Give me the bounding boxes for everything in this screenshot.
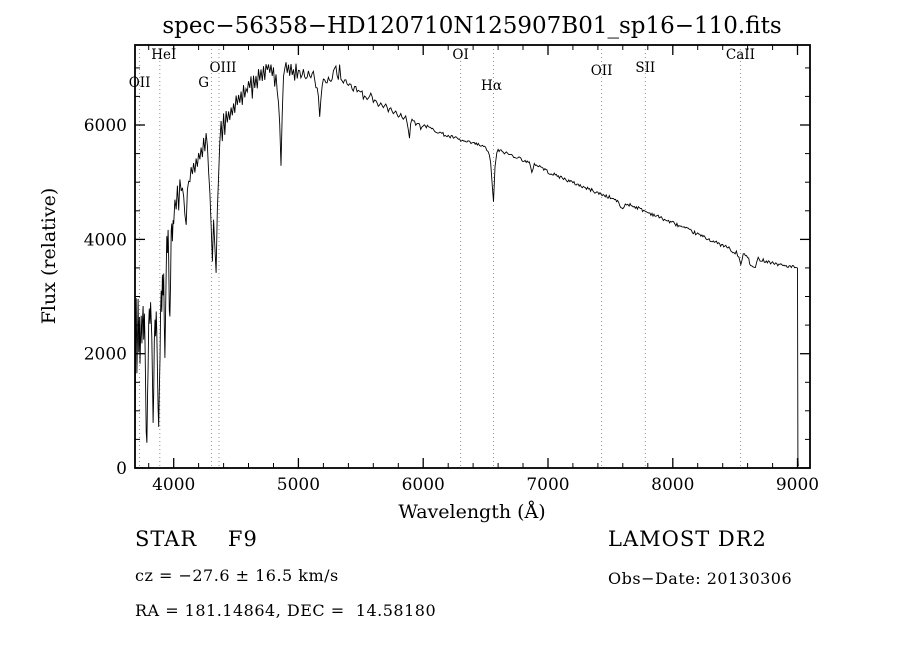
y-tick-label: 0 [116, 459, 127, 479]
spectral-line-label: OII [129, 75, 151, 91]
spectral-line-label: G [198, 75, 209, 91]
spectral-line-label: OI [452, 47, 468, 63]
survey-text: LAMOST DR2 [608, 527, 767, 551]
object-class-text: STAR F9 [135, 527, 258, 551]
y-tick-label: 6000 [84, 116, 127, 136]
x-axis-label: Wavelength (Å) [398, 501, 545, 523]
spectral-line-label: CaII [726, 47, 755, 63]
x-tick-label: 7000 [526, 475, 569, 495]
y-tick-label: 2000 [84, 345, 127, 365]
spectral-line-label: OIII [209, 60, 236, 76]
y-tick-label: 4000 [84, 230, 127, 250]
spectral-line-label: Hα [481, 78, 502, 94]
x-tick-label: 5000 [277, 475, 320, 495]
axes-frame [134, 44, 811, 469]
cz-text: cz = −27.6 ± 16.5 km/s [135, 566, 339, 585]
radec-text: RA = 181.14864, DEC = 14.58180 [135, 601, 437, 620]
y-axis-label: Flux (relative) [38, 188, 60, 325]
plot-title: spec−56358−HD120710N125907B01_sp16−110.f… [162, 13, 781, 39]
obs-date-text: Obs−Date: 20130306 [608, 569, 793, 588]
spectrum-trace [134, 62, 799, 467]
x-tick-label: 8000 [651, 475, 694, 495]
spectral-line-label: SII [635, 60, 655, 76]
x-tick-label: 9000 [776, 475, 819, 495]
x-tick-label: 4000 [152, 475, 195, 495]
spectral-line-label: HeI [151, 47, 176, 63]
spectral-line-label: OII [591, 63, 613, 79]
x-tick-label: 6000 [402, 475, 445, 495]
